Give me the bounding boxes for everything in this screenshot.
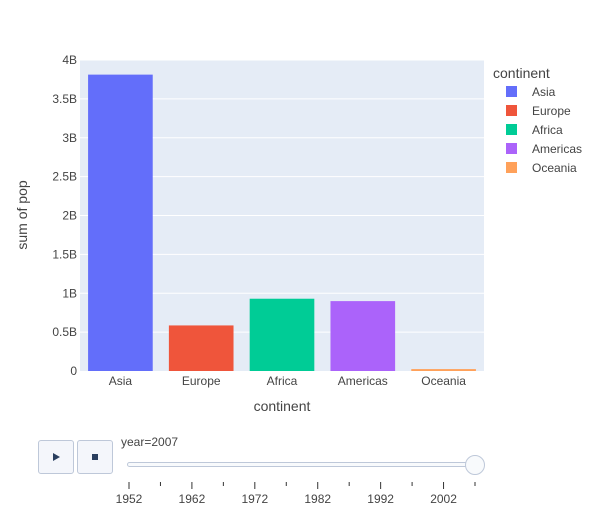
slider-track[interactable] bbox=[127, 462, 477, 467]
stop-button[interactable] bbox=[77, 440, 113, 474]
x-tick-label: Europe bbox=[182, 374, 221, 388]
y-tick-label: 3.5B bbox=[52, 92, 77, 106]
legend: continent Asia Europe Africa Americas Oceani… bbox=[493, 65, 582, 175]
legend-item-asia[interactable]: Asia bbox=[506, 85, 556, 99]
y-axis-title: sum of pop bbox=[14, 180, 30, 249]
legend-swatch bbox=[506, 124, 517, 135]
y-tick-label: 4B bbox=[62, 53, 77, 67]
legend-item-oceania[interactable]: Oceania bbox=[506, 161, 577, 175]
legend-item-americas[interactable]: Americas bbox=[506, 142, 582, 156]
slider-tick-label: 1962 bbox=[179, 492, 206, 506]
slider-ticks: 1952 1962 1972 1982 1992 2002 bbox=[116, 482, 476, 506]
legend-swatch bbox=[506, 86, 517, 97]
y-tick-label: 0 bbox=[70, 364, 77, 378]
play-button[interactable] bbox=[38, 440, 74, 474]
legend-swatch bbox=[506, 162, 517, 173]
legend-label: Oceania bbox=[532, 161, 577, 175]
y-tick-label: 1.5B bbox=[52, 247, 77, 261]
y-tick-label: 3B bbox=[62, 131, 77, 145]
slider-tick-label: 1992 bbox=[367, 492, 394, 506]
x-tick-labels: Asia Europe Africa Americas Oceania bbox=[109, 374, 467, 388]
legend-label: Africa bbox=[532, 123, 563, 137]
y-tick-labels: 0 0.5B 1B 1.5B 2B 2.5B 3B 3.5B 4B bbox=[52, 53, 77, 378]
y-tick-label: 1B bbox=[62, 286, 77, 300]
x-axis-title: continent bbox=[254, 398, 311, 414]
x-tick-label: Americas bbox=[338, 374, 388, 388]
play-icon bbox=[53, 453, 60, 461]
y-tick-label: 2.5B bbox=[52, 170, 77, 184]
x-tick-label: Oceania bbox=[421, 374, 466, 388]
slider-tick-label: 1952 bbox=[116, 492, 143, 506]
y-tick-label: 0.5B bbox=[52, 325, 77, 339]
slider-current-value: year=2007 bbox=[121, 435, 179, 449]
y-tick-label: 2B bbox=[62, 209, 77, 223]
legend-label: Asia bbox=[532, 85, 556, 99]
stop-icon bbox=[92, 454, 98, 460]
bar-europe[interactable] bbox=[168, 325, 234, 371]
slider-tick-label: 2002 bbox=[430, 492, 457, 506]
legend-label: Americas bbox=[532, 142, 582, 156]
slider-tick-label: 1982 bbox=[304, 492, 331, 506]
legend-title: continent bbox=[493, 65, 550, 81]
bar-oceania[interactable] bbox=[411, 369, 476, 371]
legend-label: Europe bbox=[532, 104, 571, 118]
bar-africa[interactable] bbox=[249, 298, 315, 371]
legend-swatch bbox=[506, 105, 517, 116]
legend-item-europe[interactable]: Europe bbox=[506, 104, 571, 118]
x-tick-label: Asia bbox=[109, 374, 133, 388]
slider-tick-label: 1972 bbox=[241, 492, 268, 506]
legend-swatch bbox=[506, 143, 517, 154]
bar-americas[interactable] bbox=[330, 301, 396, 371]
bars bbox=[88, 74, 476, 371]
bar-asia[interactable] bbox=[88, 74, 153, 371]
legend-item-africa[interactable]: Africa bbox=[506, 123, 563, 137]
slider-handle[interactable] bbox=[465, 455, 485, 475]
x-tick-label: Africa bbox=[267, 374, 298, 388]
